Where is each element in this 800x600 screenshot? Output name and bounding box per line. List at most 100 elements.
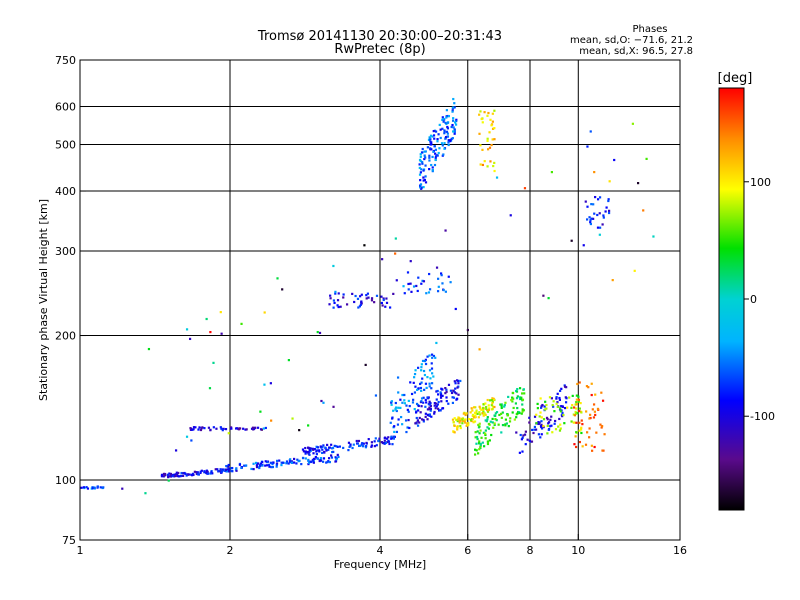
data-point [453,417,456,420]
data-point [300,462,303,466]
data-point [516,406,519,410]
data-point [419,386,423,390]
data-point [476,412,479,415]
data-point [230,427,233,430]
data-point [347,449,350,452]
data-point [401,401,404,404]
data-point [451,401,455,405]
data-point [446,127,450,130]
data-point [331,446,335,450]
data-point [237,428,241,431]
data-point [222,427,225,430]
y-tick-label: 100 [55,474,76,487]
data-point [356,297,360,300]
data-point [192,428,195,431]
data-point [276,277,279,280]
data-point [431,135,434,138]
data-point [521,398,525,401]
data-point [474,436,477,439]
data-point [360,293,363,296]
data-point [394,252,397,255]
data-point [162,472,166,476]
data-point [370,297,374,300]
data-point [441,282,444,285]
data-point [254,461,258,465]
data-point [473,420,477,423]
data-point [424,405,427,408]
data-point [312,448,315,451]
data-point [455,119,458,123]
x-tick-label: 1 [77,544,84,557]
data-point [414,385,417,388]
data-point [642,209,645,212]
data-point [431,169,434,172]
data-point [227,469,230,472]
data-point [578,429,581,432]
data-point [454,382,457,385]
data-point [577,398,581,402]
data-point [382,297,385,300]
data-point [533,428,536,431]
y-tick-label: 750 [55,54,76,67]
data-point [490,404,493,407]
data-point [537,422,540,426]
data-point [486,148,490,151]
data-point [423,154,426,157]
data-point [260,428,263,431]
data-point [540,405,543,408]
x-axis-ticks: 1 2 4 6 8 10 16 [77,534,687,557]
data-point [491,397,494,400]
data-point [407,282,410,286]
data-point [611,279,614,282]
data-point [410,392,414,396]
data-point [308,453,311,456]
data-point [188,473,191,476]
data-point [296,458,299,461]
data-point [434,402,438,405]
data-point [406,408,409,411]
data-point [555,396,558,399]
data-point [498,413,501,417]
data-point [613,158,616,162]
data-point [177,471,180,475]
data-point [434,407,437,410]
data-point [573,414,577,417]
data-point [482,409,485,412]
data-point [285,460,289,463]
data-point [337,305,340,309]
data-point [422,176,425,179]
data-point [435,341,438,345]
data-point [608,180,611,183]
data-point [499,403,502,406]
data-point [424,415,427,418]
data-point [607,209,611,212]
data-point [454,123,458,126]
data-point [406,426,409,429]
data-point [324,446,327,449]
data-point [493,405,496,409]
data-point [439,391,442,394]
data-point [392,437,396,440]
data-point [444,229,447,232]
data-point [563,422,566,425]
data-point [488,439,491,442]
data-point [465,412,468,415]
data-point [485,407,488,410]
data-point [561,405,564,408]
data-point [224,428,228,431]
data-point [435,398,438,401]
data-point [337,292,340,295]
data-point [537,433,541,436]
data-point [478,348,481,351]
data-point [402,285,405,288]
data-point [261,460,264,464]
data-point [419,411,422,414]
data-point [424,412,427,415]
data-point [483,412,486,415]
data-point [389,306,392,309]
data-point [484,429,487,432]
data-point [430,387,433,390]
data-point [212,426,215,429]
data-point [484,433,487,437]
